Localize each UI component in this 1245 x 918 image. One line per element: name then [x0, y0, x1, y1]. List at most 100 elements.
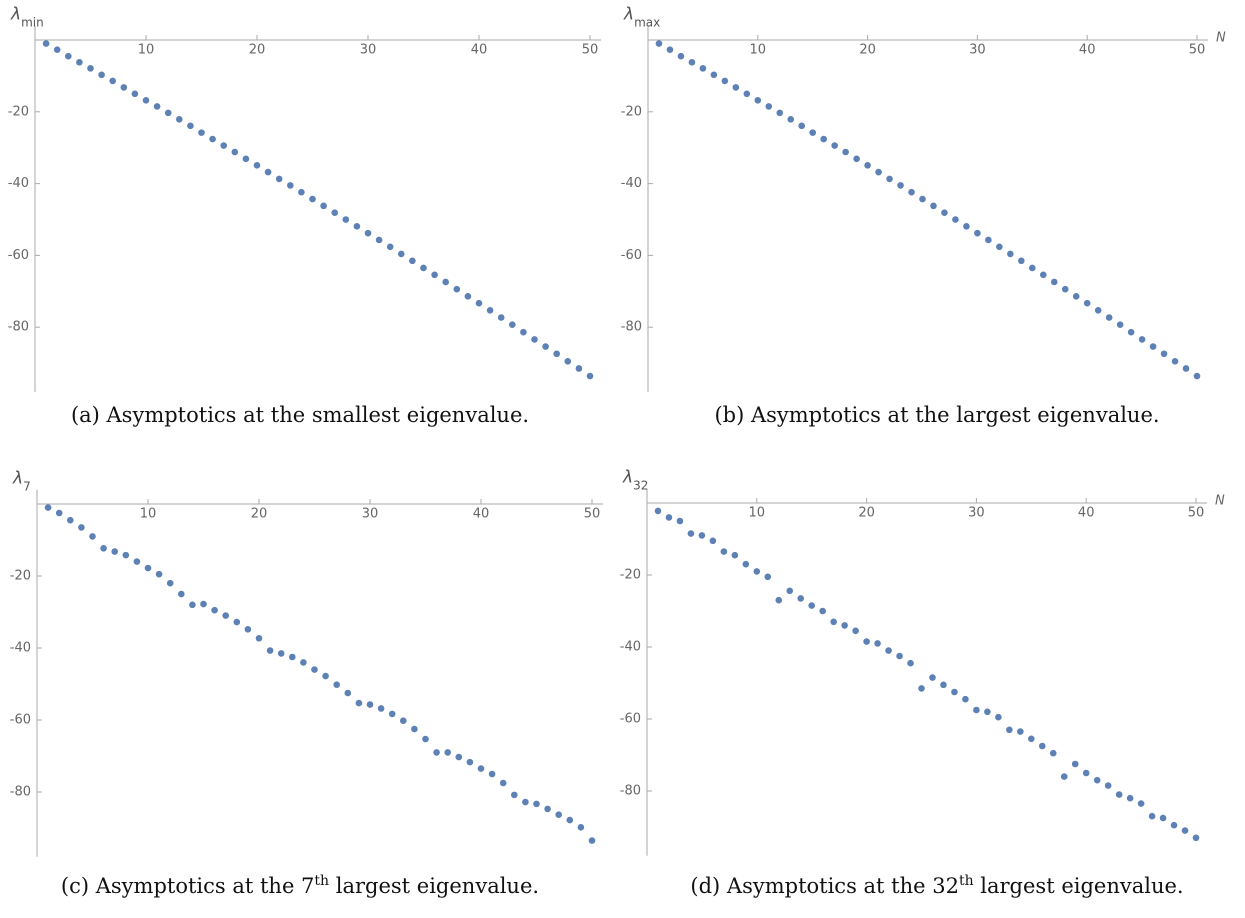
data-point [566, 816, 574, 824]
data-point [863, 638, 870, 645]
data-point [995, 713, 1002, 721]
x-tick-label: 30 [360, 43, 377, 58]
data-point [300, 659, 307, 666]
data-point [67, 516, 74, 524]
x-tick-label: 20 [251, 507, 268, 522]
data-point [331, 209, 339, 216]
data-point [809, 129, 816, 136]
data-point [575, 365, 583, 372]
data-point [564, 358, 572, 365]
data-point [142, 97, 150, 104]
data-point [53, 46, 61, 53]
data-point [1007, 250, 1014, 258]
data-point [951, 688, 958, 696]
data-point [676, 517, 684, 525]
data-point [665, 514, 673, 521]
y-axis-symbol: λ [10, 5, 21, 25]
data-point [1193, 372, 1201, 380]
x-tick-label: 10 [138, 43, 155, 58]
x-tick-label: 50 [582, 43, 599, 58]
data-point [466, 758, 474, 766]
data-point [1182, 365, 1190, 372]
data-point [531, 336, 538, 343]
data-point [398, 250, 405, 258]
y-axis-subscript: 32 [633, 479, 648, 493]
caption-text: largest eigenvalue. [974, 874, 1184, 898]
data-point [885, 647, 892, 654]
data-point [742, 560, 750, 568]
data-point [775, 596, 783, 604]
data-point [433, 749, 440, 756]
y-tick-label: -80 [10, 785, 31, 800]
caption-text: (a) Asymptotics at the smallest eigenval… [71, 403, 529, 427]
y-axis-symbol: λ [622, 468, 633, 488]
data-point [311, 666, 318, 673]
data-point [420, 264, 427, 272]
data-point [242, 155, 250, 163]
data-point [453, 285, 461, 293]
x-tick-label: 40 [1079, 43, 1096, 58]
caption-text: largest eigenvalue. [329, 874, 539, 898]
data-point [1018, 257, 1025, 265]
data-point [896, 652, 903, 660]
data-point [511, 791, 518, 799]
data-point [388, 710, 396, 718]
data-point [522, 798, 529, 806]
data-point [731, 551, 739, 559]
x-tick-label: 40 [471, 43, 488, 58]
data-point [244, 625, 252, 633]
data-point [886, 175, 893, 183]
data-point [111, 548, 118, 555]
data-point [411, 725, 418, 733]
data-point [309, 195, 316, 203]
y-tick-label: -40 [8, 176, 29, 191]
x-tick-label: 50 [584, 507, 601, 522]
data-point [44, 504, 52, 511]
x-tick-label: 10 [750, 43, 767, 58]
data-point [320, 202, 327, 210]
data-point [588, 837, 596, 844]
y-tick-label: -60 [620, 712, 641, 727]
y-tick-label: -80 [8, 320, 29, 335]
data-point [1071, 760, 1079, 768]
data-point [353, 223, 361, 230]
data-point [153, 103, 161, 110]
caption-text: (d) Asymptotics at the 32 [690, 874, 959, 898]
data-point [853, 155, 860, 163]
data-point [364, 229, 372, 237]
data-point [1104, 782, 1112, 789]
data-point [475, 299, 483, 307]
data-point [497, 314, 505, 321]
data-point [709, 537, 717, 545]
data-point [852, 627, 859, 635]
caption-superscript: th [314, 873, 329, 889]
chart-panel: 10 20 30 40 50 -20 -40 -60 -80 λ32 N (d) Asymptotic… [620, 468, 1225, 898]
data-point [962, 695, 969, 703]
data-point [499, 779, 507, 787]
data-point [1072, 293, 1080, 300]
data-point [255, 634, 263, 642]
data-point [1029, 264, 1036, 272]
data-point [710, 71, 718, 79]
data-point [386, 243, 394, 251]
data-point [753, 568, 761, 575]
data-point [87, 65, 94, 72]
data-point [444, 749, 452, 756]
data-point [333, 681, 341, 689]
data-point [830, 618, 837, 626]
data-point [375, 236, 383, 244]
data-point [78, 524, 85, 531]
data-point [89, 533, 96, 540]
data-point [1060, 773, 1068, 780]
data-point [974, 229, 981, 237]
data-point [1083, 299, 1091, 307]
data-point [198, 129, 205, 136]
data-point [577, 823, 585, 831]
data-point [677, 52, 685, 60]
caption: (b) Asymptotics at the largest eigenvalu… [714, 403, 1159, 427]
y-axis-label: λmin [10, 5, 44, 30]
data-point [289, 653, 296, 661]
data-point [864, 161, 871, 169]
data-point [520, 328, 527, 336]
